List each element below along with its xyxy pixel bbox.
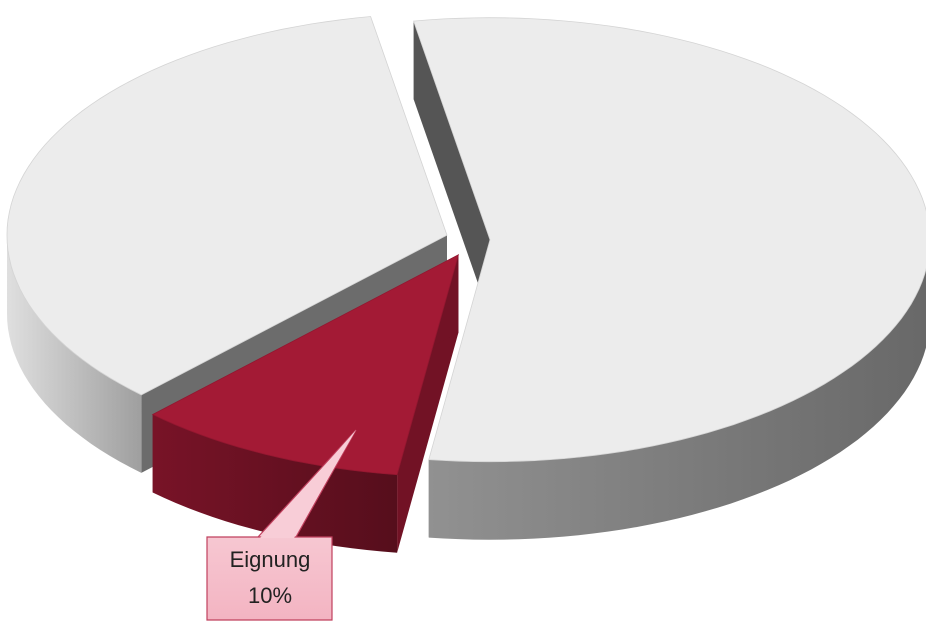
pie [6,16,926,553]
data-label: Eignung 10% [206,429,357,621]
slice [413,17,926,463]
slice-side [7,235,142,473]
slice [151,254,460,476]
slice-side [428,269,926,540]
slice-side [152,414,398,553]
slice [6,16,448,396]
category-label: Eignung [230,547,311,572]
value-label: 10% [248,583,292,608]
slice-side [413,21,490,318]
callout-pointer [260,430,356,538]
